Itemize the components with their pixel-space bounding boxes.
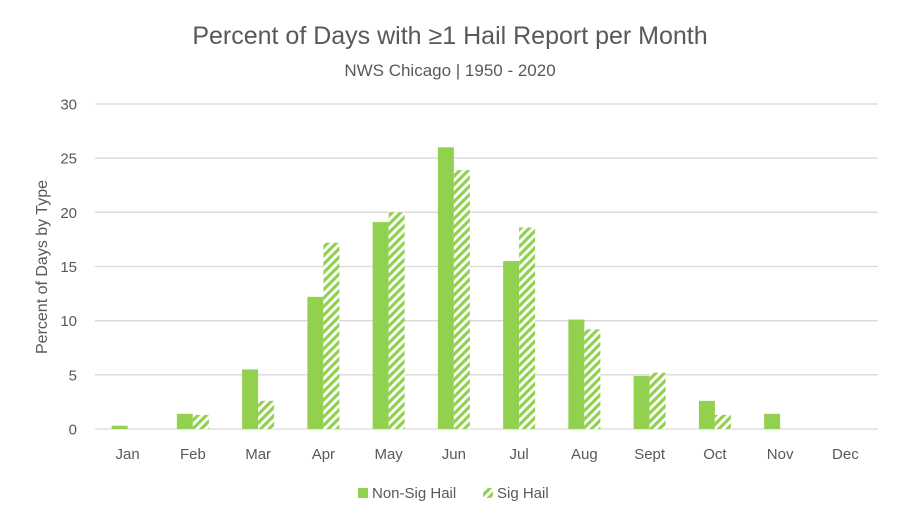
legend-item-non-sig-hail: Non-Sig Hail <box>358 485 456 502</box>
bar-non-sig-hail <box>176 413 193 429</box>
legend-label: Non-Sig Hail <box>372 485 456 502</box>
bar-sig-hail <box>258 400 275 429</box>
y-tick-label: 20 <box>60 205 77 222</box>
x-tick-label: Jan <box>116 446 140 463</box>
bar-non-sig-hail <box>764 413 781 429</box>
bar-non-sig-hail <box>242 369 259 429</box>
y-tick-label: 30 <box>60 97 77 114</box>
x-tick-label: Apr <box>312 446 335 463</box>
bar-sig-hail <box>714 414 731 429</box>
bar-sig-hail <box>649 372 666 429</box>
x-tick-label: Dec <box>832 446 859 463</box>
bar-non-sig-hail <box>568 319 585 429</box>
x-tick-label: Jun <box>442 446 466 463</box>
chart-title: Percent of Days with ≥1 Hail Report per … <box>192 22 707 50</box>
bars <box>111 147 781 430</box>
y-tick-label: 25 <box>60 151 77 168</box>
gridlines <box>95 103 878 430</box>
y-tick-label: 15 <box>60 259 77 276</box>
x-tick-label: Jul <box>510 446 529 463</box>
bar-sig-hail <box>584 329 601 429</box>
legend-item-sig-hail: Sig Hail <box>483 485 549 502</box>
bar-non-sig-hail <box>633 375 650 429</box>
bar-non-sig-hail <box>437 147 454 430</box>
bar-sig-hail <box>192 414 209 429</box>
bar-non-sig-hail <box>698 400 715 429</box>
legend-label: Sig Hail <box>497 485 549 502</box>
x-tick-label: Sept <box>634 446 666 463</box>
x-tick-label: Mar <box>245 446 271 463</box>
x-axis-ticks: Jan Feb Mar Apr May Jun Jul Aug Sept Oct Nov Dec <box>116 446 860 463</box>
legend: Non-Sig Hail Sig Hail <box>358 485 549 502</box>
bar-sig-hail <box>519 227 536 429</box>
bar-sig-hail <box>453 170 470 430</box>
bar-non-sig-hail <box>372 222 389 429</box>
x-tick-label: May <box>374 446 403 463</box>
legend-swatch <box>358 488 368 498</box>
y-tick-label: 5 <box>69 367 77 384</box>
bar-non-sig-hail <box>307 296 324 429</box>
x-tick-label: Nov <box>767 446 794 463</box>
y-axis-title: Percent of Days by Type <box>34 180 51 354</box>
x-tick-label: Oct <box>703 446 727 463</box>
bar-non-sig-hail <box>111 425 128 429</box>
y-tick-label: 0 <box>69 422 77 439</box>
x-tick-label: Feb <box>180 446 206 463</box>
bar-sig-hail <box>323 242 340 429</box>
legend-swatch <box>483 488 493 498</box>
bar-sig-hail <box>388 212 405 429</box>
chart-subtitle: NWS Chicago | 1950 - 2020 <box>344 61 555 80</box>
x-tick-label: Aug <box>571 446 598 463</box>
bar-non-sig-hail <box>503 261 520 429</box>
y-tick-label: 10 <box>60 313 77 330</box>
y-axis-ticks: 0 5 10 15 20 25 30 <box>60 97 77 439</box>
